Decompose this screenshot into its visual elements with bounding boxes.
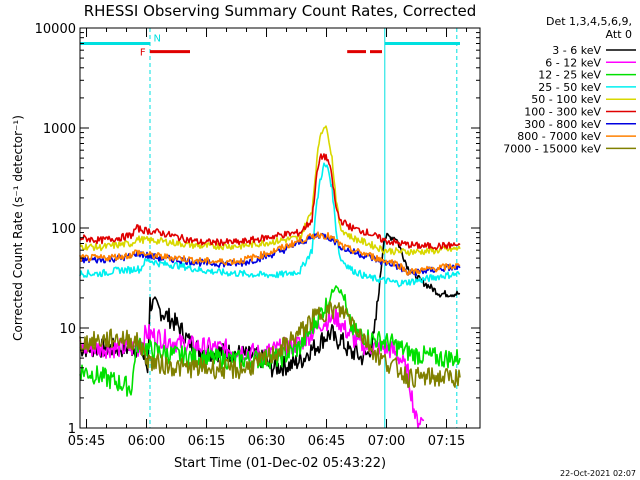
chart-title: RHESSI Observing Summary Count Rates, Co… (84, 2, 477, 20)
legend-label: 6 - 12 keV (545, 56, 601, 69)
footer-timestamp: 22-Oct-2021 02:07 (560, 469, 636, 478)
series-line-8 (79, 300, 461, 389)
x-tick-label: 06:00 (128, 434, 165, 449)
series-line-5 (79, 153, 461, 251)
y-tick-label: 1000 (43, 122, 76, 137)
series-line-7 (79, 231, 461, 276)
y-tick-label: 10 (59, 322, 76, 337)
y-axis-label: Corrected Count Rate (s⁻¹ detector⁻¹) (11, 115, 25, 341)
legend-label: 300 - 800 keV (524, 118, 601, 131)
state-layer: FN (80, 34, 460, 59)
legend-label: 12 - 25 keV (538, 69, 601, 82)
legend-label: 100 - 300 keV (524, 106, 601, 119)
x-tick-label: 07:00 (368, 434, 405, 449)
state-marker-label: N (153, 34, 160, 45)
y-tick-label: 100 (51, 222, 76, 237)
x-tick-label: 06:45 (308, 434, 345, 449)
legend-header-line2: Att 0 (606, 28, 632, 41)
x-tick-label: 06:15 (188, 434, 225, 449)
x-tick-label: 07:15 (428, 434, 465, 449)
series-line-3 (79, 162, 461, 288)
series-layer (79, 125, 461, 429)
legend-header-line1: Det 1,3,4,5,6,9, (546, 15, 632, 28)
state-marker-label: F (140, 48, 146, 59)
legend-label: 800 - 7000 keV (517, 130, 601, 143)
legend-label: 50 - 100 keV (531, 93, 601, 106)
legend-label: 25 - 50 keV (538, 81, 601, 94)
legend-label: 3 - 6 keV (552, 44, 601, 57)
axis-layer: 05:45 06:00 06:15 06:30 06:45 07:00 07:15 1 10 10… (35, 22, 480, 449)
y-tick-label: 10000 (35, 22, 76, 37)
series-line-4 (79, 125, 461, 256)
legend-label: 7000 - 15000 keV (503, 142, 601, 155)
x-tick-label: 05:45 (68, 434, 105, 449)
y-tick-label: 1 (68, 422, 76, 437)
x-axis-label: Start Time (01-Dec-02 05:43:22) (174, 456, 386, 471)
x-tick-label: 06:30 (248, 434, 285, 449)
